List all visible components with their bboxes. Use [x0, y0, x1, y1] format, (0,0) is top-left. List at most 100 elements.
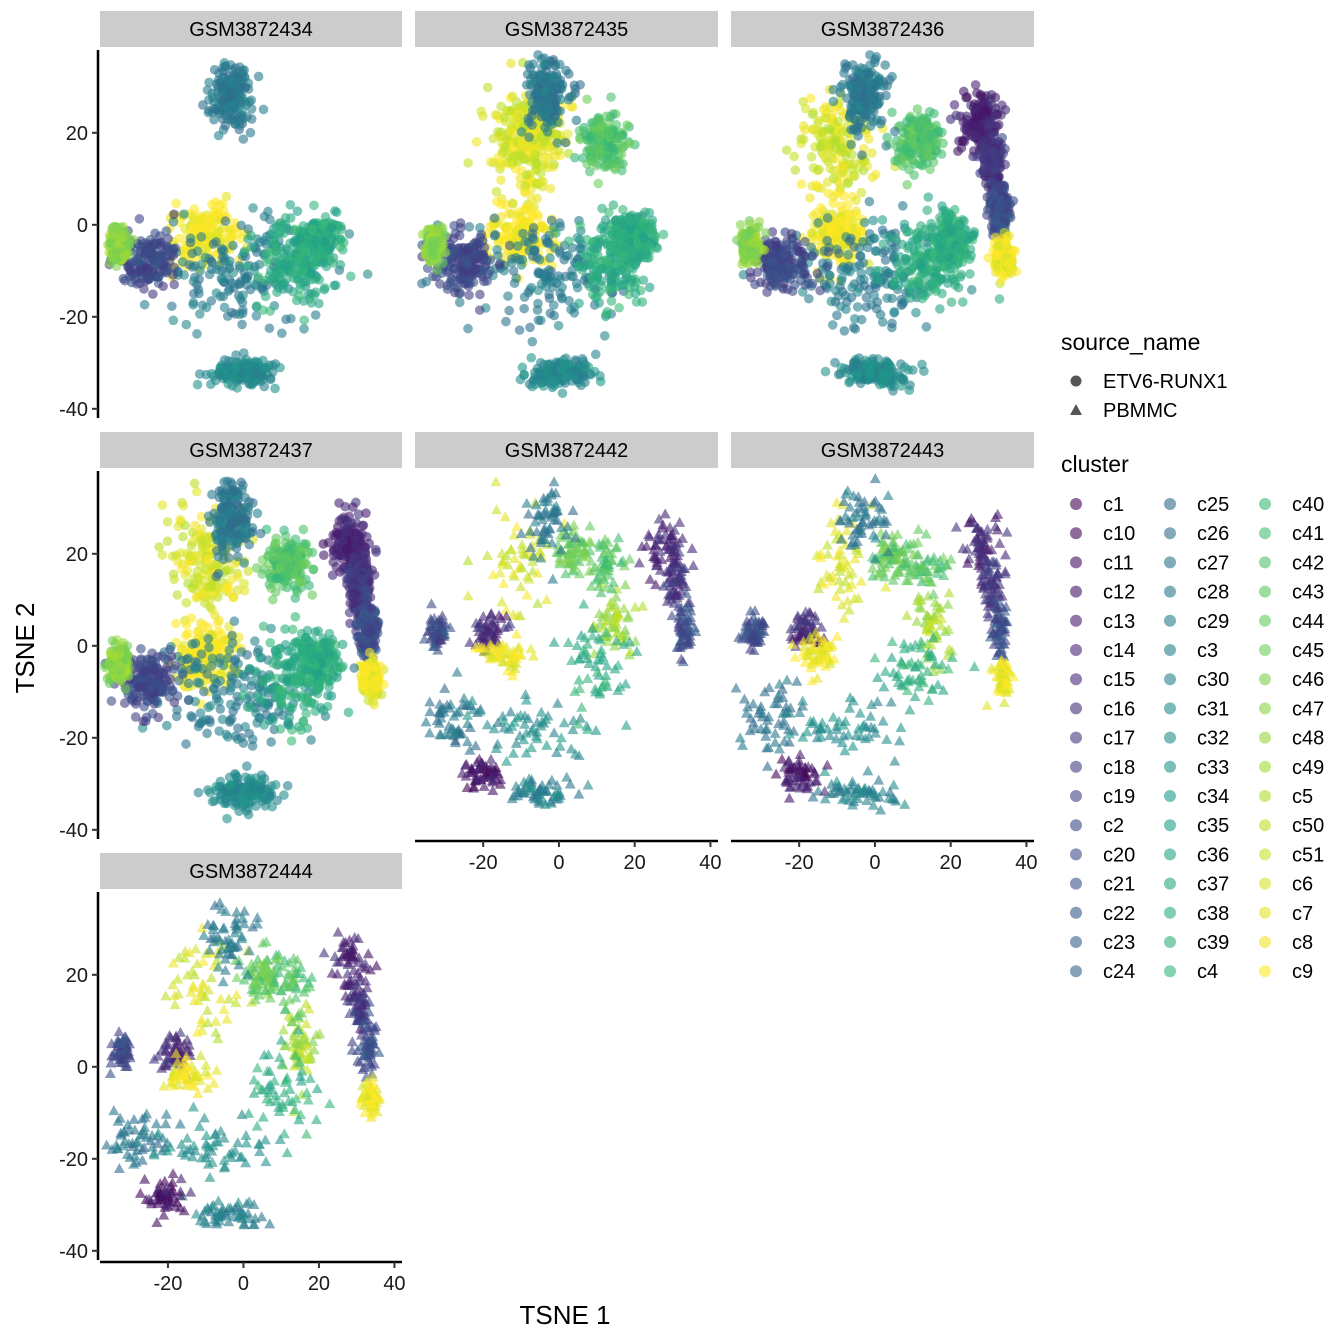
- data-point: [265, 214, 275, 225]
- data-point: [884, 75, 895, 85]
- data-point: [597, 203, 607, 214]
- data-point: [537, 377, 547, 388]
- data-point: [616, 149, 627, 160]
- data-point: [217, 275, 228, 285]
- data-point: [455, 223, 466, 233]
- data-point: [1000, 144, 1010, 154]
- data-point: [264, 323, 275, 334]
- data-point: [929, 277, 939, 287]
- data-point: [501, 316, 511, 327]
- data-point: [880, 255, 891, 265]
- data-point: [124, 240, 135, 250]
- data-point: [218, 291, 229, 302]
- data-point: [529, 71, 540, 82]
- data-point: [243, 271, 253, 282]
- data-point: [869, 106, 879, 117]
- data-point: [204, 105, 214, 116]
- data-point: [923, 192, 934, 202]
- data-point: [555, 274, 565, 284]
- data-point: [1000, 105, 1011, 115]
- facet-panel: GSM3872435: [415, 11, 718, 399]
- data-point: [571, 366, 582, 376]
- data-point: [855, 251, 866, 261]
- data-point: [526, 194, 537, 204]
- data-point: [857, 150, 867, 160]
- data-point: [533, 315, 544, 326]
- data-point: [499, 113, 510, 123]
- data-point: [235, 83, 246, 94]
- data-point: [307, 224, 317, 235]
- data-point: [475, 289, 485, 300]
- data-point: [195, 266, 205, 276]
- data-point: [225, 87, 235, 98]
- data-point: [580, 363, 591, 374]
- data-point: [953, 282, 964, 293]
- data-point: [863, 69, 873, 80]
- data-point: [957, 136, 968, 147]
- data-point: [511, 253, 521, 263]
- data-point: [995, 181, 1005, 192]
- data-point: [299, 324, 309, 334]
- data-point: [948, 274, 958, 285]
- data-point: [503, 291, 513, 301]
- data-point: [864, 134, 874, 144]
- data-point: [273, 269, 283, 280]
- data-point: [893, 280, 904, 291]
- facet-panel: GSM3872436: [731, 11, 1034, 396]
- data-point: [833, 116, 843, 127]
- data-point: [116, 229, 126, 240]
- data-point: [869, 57, 880, 68]
- data-point: [800, 124, 810, 135]
- data-point: [796, 179, 807, 189]
- data-point: [574, 298, 584, 309]
- data-point: [198, 100, 208, 110]
- data-point: [144, 267, 154, 278]
- data-point: [958, 86, 969, 97]
- data-point: [241, 358, 251, 369]
- data-point: [147, 255, 158, 266]
- data-point: [298, 221, 308, 231]
- data-point: [545, 253, 555, 263]
- data-point: [946, 297, 957, 307]
- data-point: [217, 63, 228, 73]
- data-point: [248, 203, 258, 213]
- data-point: [519, 369, 530, 380]
- data-point: [532, 252, 542, 263]
- data-point: [548, 55, 559, 65]
- data-point: [536, 176, 546, 187]
- data-point: [463, 158, 473, 168]
- data-point: [476, 106, 486, 117]
- data-point: [217, 252, 228, 263]
- data-point: [903, 226, 914, 237]
- data-point: [219, 355, 230, 365]
- data-point: [524, 117, 534, 127]
- data-point: [804, 293, 814, 304]
- data-point: [870, 265, 881, 276]
- data-point: [107, 223, 117, 233]
- data-point: [462, 253, 472, 264]
- data-point: [213, 130, 224, 141]
- data-point: [997, 132, 1007, 143]
- data-point: [248, 370, 259, 380]
- data-point: [244, 378, 255, 389]
- data-point: [206, 257, 217, 267]
- data-point: [253, 272, 264, 282]
- data-point: [177, 257, 188, 267]
- data-point: [533, 211, 543, 222]
- data-point: [978, 166, 988, 177]
- data-point: [567, 91, 577, 102]
- data-point: [258, 355, 268, 366]
- data-point: [789, 151, 799, 162]
- data-point: [319, 284, 330, 295]
- data-point: [827, 320, 838, 330]
- data-point: [211, 104, 221, 115]
- data-point: [603, 142, 613, 153]
- data-point: [906, 266, 916, 276]
- data-point: [572, 232, 583, 243]
- data-point: [235, 276, 246, 287]
- data-point: [806, 152, 817, 162]
- data-point: [185, 237, 196, 248]
- data-point: [471, 137, 482, 147]
- data-point: [582, 159, 593, 170]
- data-point: [238, 134, 249, 144]
